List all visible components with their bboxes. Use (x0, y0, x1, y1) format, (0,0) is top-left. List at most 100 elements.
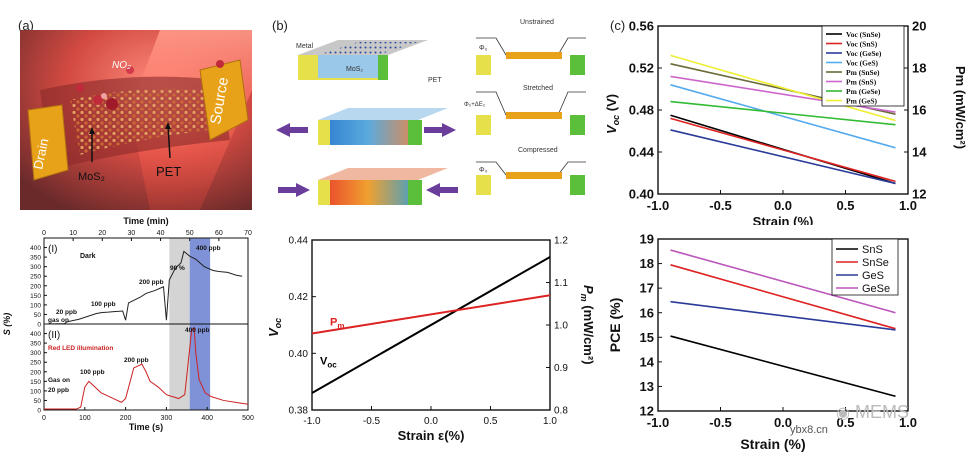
y-axis-label: Voc (V) (604, 94, 621, 134)
y-tick-label: 150 (30, 293, 41, 300)
y-axis-label: Voc (266, 318, 283, 337)
watermark-site: ybx8.cn (790, 424, 828, 436)
x-tick-label: 300 (161, 415, 173, 422)
drain-electrode (27, 104, 69, 181)
y-tick-label: 250 (30, 360, 41, 367)
y-tick-label: 0.40 (289, 349, 309, 360)
series-label-voc: Voc (320, 356, 337, 370)
y2-tick-label: 14 (912, 145, 927, 160)
pce-chart-group: -1.0 -0.5 0.0 0.5 1.0 12 13 14 15 16 17 18 19 Strain … (607, 232, 917, 452)
x-tick-label: -0.5 (363, 416, 381, 427)
y-tick-label: 50 (34, 398, 42, 405)
subpanel-label: (II) (48, 330, 60, 341)
top-tick-label: 40 (157, 230, 165, 237)
annotation: 20 ppb (56, 309, 77, 316)
y-tick-label: 100 (30, 388, 41, 395)
y-tick-label: 0.40 (629, 187, 654, 202)
y-tick-label: 0.56 (629, 19, 654, 34)
top-tick-label: 60 (215, 230, 223, 237)
y-tick-label: 12 (640, 404, 654, 419)
x-tick-label: 0.0 (424, 416, 438, 427)
device-unstrained (298, 40, 428, 80)
x-tick-label: 200 (120, 415, 132, 422)
x-tick-label: 0.0 (774, 415, 792, 430)
compressed-label: Compressed (518, 147, 558, 154)
panel-b-label: (b) (272, 18, 288, 33)
stretch-arrows (276, 123, 456, 137)
y-tick-label: 300 (30, 350, 41, 357)
band-diagrams (476, 37, 586, 195)
top-tick-label: 0 (42, 230, 46, 237)
legend-label: Voc (SnS) (846, 40, 878, 49)
condition-label: Red LED illumination (48, 345, 113, 352)
legend-box (821, 25, 905, 107)
chart-strain-voc-pm: -1.0 -0.5 0.0 0.5 1.0 0.38 0.40 0.42 0.44 0.8 0.9 1… (266, 236, 596, 444)
strain-chart-group: -1.0 -0.5 0.0 0.5 1.0 0.38 0.40 0.42 0.44 0.8 0.9 1… (266, 236, 596, 444)
led-response-line (44, 326, 249, 410)
x-tick-label: -1.0 (647, 415, 669, 430)
y-tick-label: 0 (37, 322, 41, 329)
series-line (670, 249, 896, 314)
series-line (670, 54, 896, 122)
y-tick-label: 15 (640, 330, 654, 345)
source-electrode (199, 59, 249, 141)
y2-tick-label: 18 (912, 61, 926, 76)
series-line (670, 84, 896, 149)
y-tick-label: 300 (30, 264, 41, 271)
top-tick-label: 50 (186, 230, 194, 237)
series-label-pm: Pm (330, 317, 344, 331)
x-tick-label: 1.0 (543, 416, 557, 427)
y-axis-label: S (%) (2, 313, 12, 336)
mos2-label-b: MoS₂ (346, 66, 363, 73)
top-axis-label: Time (min) (123, 216, 168, 226)
chart-gas-response: Time (min) 0 10 20 30 40 50 60 70 0 100 200 300 400 50… (2, 216, 254, 432)
mos2-label: MoS₂ (78, 171, 105, 183)
legend-label: Pm (SnS) (846, 78, 877, 87)
x-tick-label: 0 (42, 415, 46, 422)
series-line (670, 264, 896, 330)
chart-voc-pm-materials: -1.0 -0.5 0.0 0.5 1.0 0.40 0.44 0.48 0.52 0.56 12 1… (604, 19, 968, 225)
watermark: ◉ MEMS (836, 402, 909, 423)
series-line (670, 300, 896, 331)
y-tick-label: 350 (30, 341, 41, 348)
no2-molecules (76, 60, 224, 110)
legend-label: Pm (GeS) (846, 97, 878, 106)
y2-axis-label: Pm (mW/cm²) (579, 285, 596, 365)
annotation: 90 % (170, 265, 185, 272)
y2-tick-label: 1.1 (554, 278, 568, 289)
phi-plus-label: Φ₀+ΔE₂ (464, 102, 486, 108)
materials-chart-group: -1.0 -0.5 0.0 0.5 1.0 0.40 0.44 0.48 0.52 0.56 12 1… (604, 19, 968, 225)
series-line (670, 100, 896, 126)
y-tick-label: 350 (30, 255, 41, 262)
watermark-text: MEMS (854, 402, 909, 422)
unstrained-label: Unstrained (520, 19, 554, 26)
y-tick-label: 17 (640, 281, 654, 296)
panel-b: (b) Metal MoS₂ PET (268, 0, 598, 210)
x-tick-label: 400 (201, 415, 213, 422)
dark-response-line (43, 250, 243, 325)
stretched-label: Stretched (523, 85, 553, 92)
metal-label: Metal (296, 43, 314, 50)
legend-label: SnSe (862, 257, 889, 269)
y-tick-label: 19 (640, 232, 654, 247)
device-stretched (318, 108, 448, 145)
pet-label: PET (156, 164, 181, 179)
y-tick-label: 18 (640, 256, 654, 271)
x-tick-label: 100 (79, 415, 91, 422)
subplot-frame (43, 323, 249, 411)
x-axis-label: Time (s) (129, 422, 163, 432)
x-tick-label: -1.0 (303, 416, 321, 427)
x-axis-label: Strain ε(%) (398, 428, 465, 443)
panel-a: (a) (0, 0, 262, 210)
annotation: gas on (48, 317, 69, 324)
legend-label: GeS (862, 270, 884, 282)
annotation: 200 ppb (124, 357, 149, 364)
y2-tick-label: 20 (912, 19, 926, 34)
y-tick-label: 0.42 (289, 292, 309, 303)
y-tick-label: 50 (34, 312, 42, 319)
panel-c: (c) -1.0 -0.5 0.0 0.5 1.0 0.40 0.44 0.48 0.52 0.5… (600, 0, 968, 225)
x-tick-label: 1.0 (899, 198, 917, 213)
x-tick-label: -0.5 (709, 415, 731, 430)
device-compressed (318, 168, 448, 205)
phi-minus-label: Φ₀ (479, 167, 488, 174)
